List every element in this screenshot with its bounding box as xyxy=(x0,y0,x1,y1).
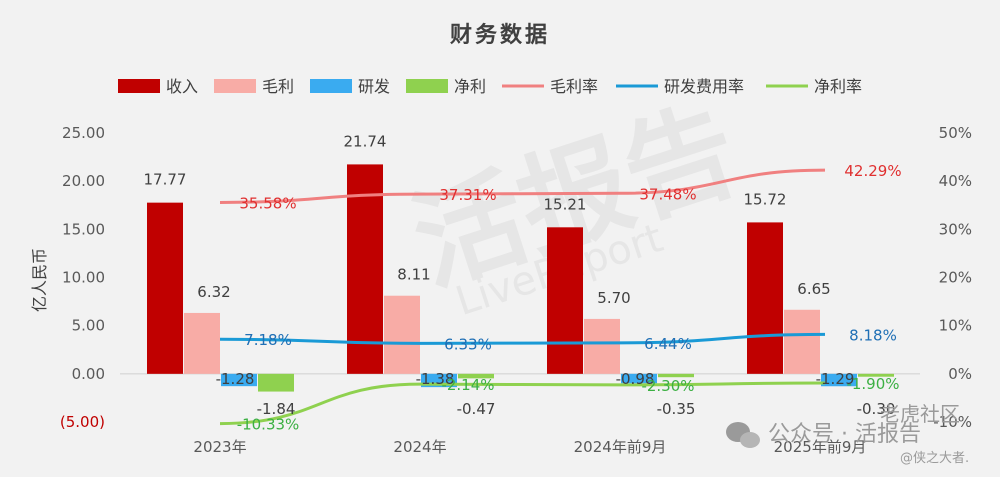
bar-研发 xyxy=(821,373,857,387)
line-研发费用率 xyxy=(219,332,826,345)
bar-净利 xyxy=(458,373,494,379)
y-left-tick: 5.00 xyxy=(72,317,105,335)
line-value-label: 37.48% xyxy=(639,185,696,203)
y-left-tick: 10.00 xyxy=(62,269,105,287)
y-right-tick: -10% xyxy=(933,413,972,431)
legend-swatch xyxy=(406,79,448,93)
bar-研发 xyxy=(221,373,257,387)
line-value-label: 6.33% xyxy=(444,335,492,353)
bar-收入 xyxy=(747,222,783,374)
bar-value-label: 5.70 xyxy=(597,289,630,307)
bar-净利 xyxy=(658,373,694,378)
bar-毛利 xyxy=(184,312,220,374)
legend-label: 毛利 xyxy=(262,77,294,96)
bar-value-label: 15.21 xyxy=(544,195,587,213)
bar-value-label: 21.74 xyxy=(344,132,387,150)
line-value-label: 35.58% xyxy=(239,194,296,212)
bar-毛利 xyxy=(384,295,420,374)
bar-value-label: -1.29 xyxy=(816,370,855,388)
bar-value-label: -1.28 xyxy=(216,370,255,388)
y-left-tick: 15.00 xyxy=(62,220,105,238)
legend-swatch xyxy=(214,79,256,93)
line-毛利率 xyxy=(219,168,826,204)
data-labels: 17.77 21.74 15.21 15.72 6.32 8.11 5.70 6.65 -1.2… xyxy=(144,132,902,433)
legend-label: 毛利率 xyxy=(550,77,598,96)
legend-label: 研发 xyxy=(358,77,390,96)
bar-value-label: -0.30 xyxy=(857,400,896,418)
bars xyxy=(147,164,894,392)
line-value-label: -2.14% xyxy=(441,376,494,394)
line-净利率 xyxy=(219,381,826,426)
legend-swatch xyxy=(310,79,352,93)
line-value-label: -1.90% xyxy=(846,375,899,393)
line-value-label: 42.29% xyxy=(844,162,901,180)
y-right-tick: 50% xyxy=(939,124,972,142)
legend-label: 净利 xyxy=(454,77,486,96)
x-tick-label: 2025年前9月 xyxy=(774,438,867,456)
legend-label: 研发费用率 xyxy=(664,77,744,96)
y-right-tick: 40% xyxy=(939,172,972,190)
bar-value-label: 15.72 xyxy=(744,190,787,208)
x-tick-label: 2023年 xyxy=(193,438,246,456)
y-axis-left: 25.00 20.00 15.00 10.00 5.00 0.00 (5.00) xyxy=(60,124,105,431)
bar-毛利 xyxy=(784,309,820,374)
bar-value-label: -0.35 xyxy=(657,400,696,418)
bar-收入 xyxy=(147,202,183,374)
wechat-account: 公众号 · 活报告 xyxy=(768,422,921,447)
bar-value-label: -1.84 xyxy=(257,400,296,418)
y-right-tick: 30% xyxy=(939,220,972,238)
x-tick-label: 2024年 xyxy=(393,438,446,456)
bar-value-label: 8.11 xyxy=(397,266,430,284)
bar-value-label: 6.65 xyxy=(797,280,830,298)
y-left-tick: (5.00) xyxy=(60,413,105,431)
y-left-tick: 20.00 xyxy=(62,172,105,190)
y-axis-right: 50% 40% 30% 20% 10% 0% -10% xyxy=(933,124,972,431)
line-value-label: 8.18% xyxy=(849,326,897,344)
bar-研发 xyxy=(621,373,657,384)
y-left-tick: 25.00 xyxy=(62,124,105,142)
bar-value-label: 6.32 xyxy=(197,283,230,301)
y-right-tick: 10% xyxy=(939,317,972,335)
legend: 收入 毛利 研发 净利 毛利率 研发费用率 净利率 xyxy=(118,77,862,96)
community-name: 老虎社区 xyxy=(880,402,960,426)
bar-净利 xyxy=(858,373,894,377)
wechat-icon xyxy=(726,422,760,448)
lines xyxy=(219,168,826,426)
legend-label: 收入 xyxy=(166,77,198,96)
bar-value-label: -1.38 xyxy=(416,370,455,388)
line-value-label: 37.31% xyxy=(439,186,496,204)
line-value-label: -2.30% xyxy=(641,377,694,395)
line-value-label: -10.33% xyxy=(237,416,300,434)
footer: 公众号 · 活报告 老虎社区 @侠之大者. xyxy=(726,402,969,466)
bar-收入 xyxy=(547,227,583,374)
x-tick-label: 2024年前9月 xyxy=(574,438,667,456)
bar-value-label: 17.77 xyxy=(144,171,187,189)
author-handle: @侠之大者. xyxy=(900,451,969,466)
bar-收入 xyxy=(347,164,383,374)
line-value-label: 7.18% xyxy=(244,331,292,349)
x-axis: 2023年 2024年 2024年前9月 2025年前9月 xyxy=(120,373,920,456)
line-value-label: 6.44% xyxy=(644,335,692,353)
legend-swatch xyxy=(118,79,160,93)
bar-value-label: -0.47 xyxy=(457,400,496,418)
y-right-tick: 20% xyxy=(939,269,972,287)
bar-净利 xyxy=(258,373,294,392)
bar-value-label: -0.98 xyxy=(616,370,655,388)
chart-title: 财务数据 xyxy=(450,22,550,48)
legend-label: 净利率 xyxy=(814,77,862,96)
y-axis-label: 亿人民币 xyxy=(30,248,49,312)
y-right-tick: 0% xyxy=(948,365,972,383)
y-left-tick: 0.00 xyxy=(72,365,105,383)
bar-毛利 xyxy=(584,318,620,374)
